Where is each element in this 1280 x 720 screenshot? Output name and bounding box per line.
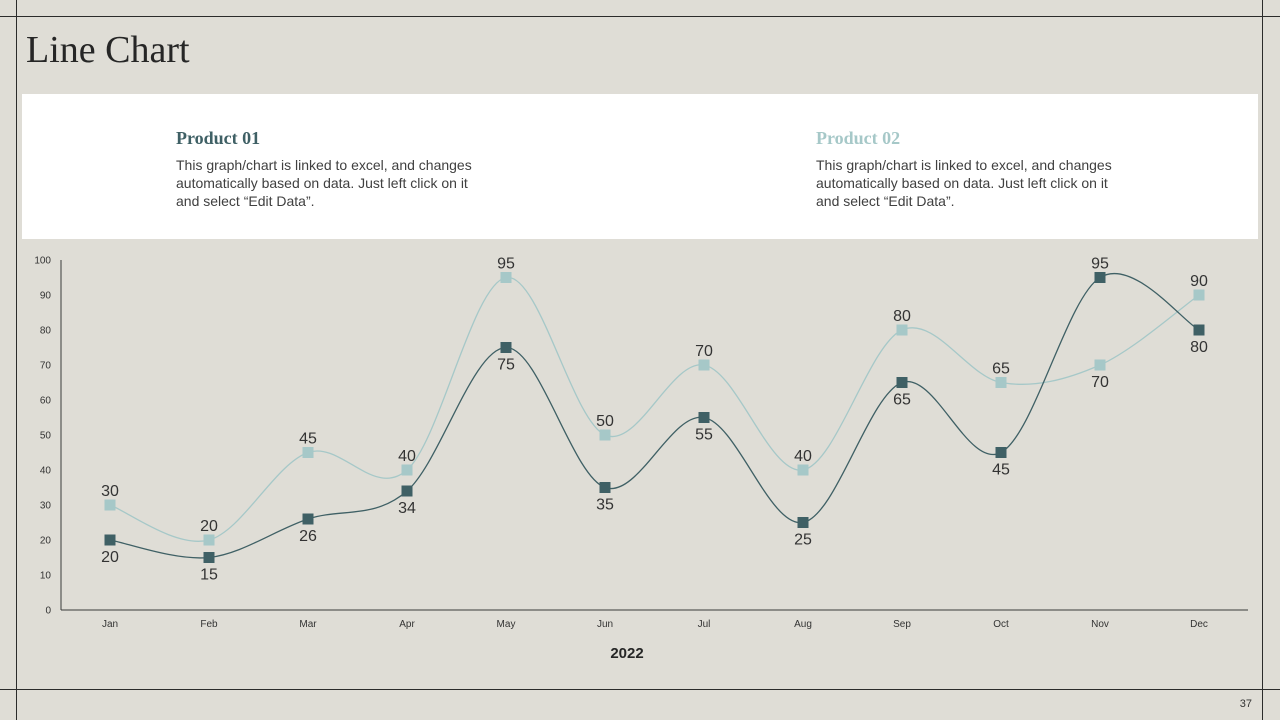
series-2-marker — [104, 499, 116, 511]
series-1-marker — [1094, 272, 1106, 283]
series-2-marker — [1094, 359, 1106, 371]
frame-line-bottom — [0, 689, 1280, 690]
series-1-marker — [698, 412, 710, 423]
line-chart[interactable]: 0 10 20 30 40 50 60 70 80 90 100 Jan Feb Mar Apr May Jun… — [0, 250, 1280, 670]
x-axis-title: 2022 — [610, 645, 643, 662]
x-tick-label: Aug — [794, 619, 812, 630]
y-tick-label: 40 — [40, 466, 52, 477]
product-02-title: Product 02 — [816, 128, 901, 148]
series-1-marker — [104, 534, 116, 546]
series-1-marker — [797, 517, 809, 528]
series-1-data-label: 65 — [893, 392, 911, 409]
x-tick-label: Dec — [1190, 619, 1208, 630]
series-1-marker — [599, 482, 611, 493]
x-tick-label: Jun — [597, 619, 613, 630]
product-02-block: Product 02 This graph/chart is linked to… — [816, 128, 1116, 210]
slide-title: Line Chart — [26, 29, 190, 71]
y-tick-label: 100 — [34, 256, 51, 267]
series-1-data-label: 26 — [299, 528, 317, 545]
series-1-data-label: 45 — [992, 462, 1010, 479]
series-1-data-label: 80 — [1190, 339, 1208, 356]
series-2-marker — [302, 447, 314, 458]
series-line-1 — [109, 273, 1200, 559]
frame-line-top — [0, 16, 1280, 17]
series-2-data-label: 50 — [596, 413, 614, 430]
x-tick-label: Oct — [993, 619, 1009, 630]
product-01-block: Product 01 This graph/chart is linked to… — [176, 128, 476, 210]
info-panel: Product 01 This graph/chart is linked to… — [22, 94, 1258, 239]
x-tick-label: Feb — [200, 619, 218, 630]
series-2-data-label: 20 — [200, 518, 218, 535]
page-number: 37 — [1239, 698, 1252, 710]
series-2-data-label: 70 — [1091, 374, 1109, 391]
y-tick-label: 80 — [40, 326, 52, 337]
y-tick-label: 60 — [40, 396, 52, 407]
x-tick-label: Mar — [299, 619, 317, 630]
series-1-marker — [995, 447, 1007, 458]
series-1-marker — [896, 377, 908, 388]
series-2-data-label: 40 — [398, 448, 416, 465]
product-02-description: This graph/chart is linked to excel, and… — [816, 157, 1112, 209]
series-line-2 — [109, 276, 1200, 542]
product-01-description: This graph/chart is linked to excel, and… — [176, 157, 472, 209]
frame-line-right — [1262, 0, 1263, 720]
series-1-data-label: 55 — [695, 427, 713, 444]
series-1-data-label: 15 — [200, 567, 218, 584]
series-2-marker — [797, 464, 809, 476]
series-2-marker — [500, 272, 512, 283]
x-tick-label: Apr — [399, 619, 415, 630]
x-tick-label: Jan — [102, 619, 118, 630]
y-tick-label: 20 — [40, 536, 52, 547]
series-1-data-label: 75 — [497, 357, 515, 374]
series-1-marker — [302, 513, 314, 525]
series-2-data-label: 90 — [1190, 273, 1208, 290]
y-tick-label: 0 — [45, 606, 51, 617]
series-2-marker — [203, 534, 215, 546]
series-2-data-label: 80 — [893, 308, 911, 325]
series-1-data-label: 95 — [1091, 256, 1109, 273]
series-1-marker — [401, 485, 413, 497]
y-tick-label: 50 — [40, 431, 52, 442]
series-1-data-label: 20 — [101, 549, 119, 566]
x-tick-label: Jul — [698, 619, 711, 630]
y-tick-label: 30 — [40, 501, 52, 512]
series-2-marker — [896, 324, 908, 336]
series-2-marker — [599, 429, 611, 441]
x-tick-label: Nov — [1091, 619, 1109, 630]
frame-line-left — [16, 0, 17, 720]
series-1-data-label: 35 — [596, 497, 614, 514]
series-1-marker — [203, 552, 215, 563]
series-1-marker — [1193, 324, 1205, 336]
series-2-data-label: 95 — [497, 256, 515, 273]
series-1-data-label: 25 — [794, 532, 812, 549]
series-2-marker — [995, 377, 1007, 388]
y-tick-label: 90 — [40, 291, 52, 302]
x-tick-label: May — [497, 619, 516, 630]
series-2-marker — [401, 464, 413, 476]
series-2-data-label: 70 — [695, 343, 713, 360]
product-01-title: Product 01 — [176, 128, 261, 148]
series-2-data-label: 45 — [299, 431, 317, 448]
series-2-data-label: 40 — [794, 448, 812, 465]
series-1-data-label: 34 — [398, 500, 416, 517]
series-2-data-label: 30 — [101, 483, 119, 500]
series-2-data-label: 65 — [992, 361, 1010, 378]
y-tick-label: 10 — [40, 571, 52, 582]
series-2-marker — [698, 359, 710, 371]
y-tick-label: 70 — [40, 361, 52, 372]
line-chart-svg: 0 10 20 30 40 50 60 70 80 90 100 Jan Feb Mar Apr May Jun… — [34, 256, 1248, 662]
x-tick-label: Sep — [893, 619, 911, 630]
series-1-marker — [500, 342, 512, 353]
series-2-marker — [1193, 289, 1205, 301]
